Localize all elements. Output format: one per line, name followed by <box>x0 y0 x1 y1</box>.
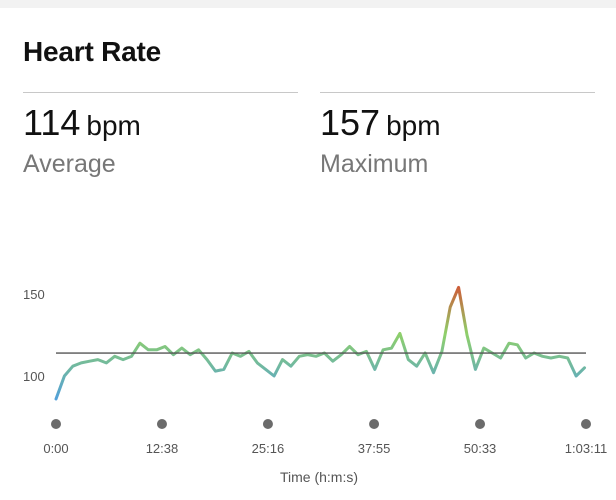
heart-rate-card: Heart Rate 114 bpm Average 157 bpm Maximum… <box>0 8 616 500</box>
maximum-value: 157 bpm <box>320 102 441 144</box>
y-tick-label: 100 <box>23 369 45 384</box>
average-unit: bpm <box>86 110 141 141</box>
average-stat: 114 bpm Average <box>23 92 298 182</box>
x-tick-label: 37:55 <box>358 441 391 456</box>
x-tick-dot <box>369 419 380 429</box>
average-number: 114 <box>23 102 81 143</box>
x-tick-dot <box>51 419 61 429</box>
y-tick-label: 150 <box>23 287 45 302</box>
maximum-stat: 157 bpm Maximum <box>320 92 595 182</box>
average-value: 114 bpm <box>23 102 141 144</box>
x-tick-dot <box>475 419 486 429</box>
x-tick-label: 50:33 <box>464 441 497 456</box>
card-title: Heart Rate <box>23 36 162 67</box>
maximum-number: 157 <box>320 102 381 143</box>
x-axis-title: Time (h:m:s) <box>280 469 358 485</box>
average-divider <box>23 92 298 93</box>
x-tick-dot <box>581 419 591 429</box>
heart-rate-series-line <box>54 285 586 401</box>
maximum-unit: bpm <box>386 110 441 141</box>
x-tick-label: 25:16 <box>252 441 285 456</box>
average-label: Average <box>23 150 116 178</box>
maximum-divider <box>320 92 595 93</box>
maximum-label: Maximum <box>320 150 429 178</box>
x-tick-label: 1:03:11 <box>565 441 607 456</box>
heart-rate-chart: 100 150 0:00 12:38 25:16 37:55 50:33 1:03:11 T… <box>23 285 607 485</box>
x-tick-dot <box>262 419 273 429</box>
x-tick-label: 0:00 <box>43 441 68 456</box>
x-tick-label: 12:38 <box>146 441 179 456</box>
x-tick-dot <box>156 419 167 429</box>
